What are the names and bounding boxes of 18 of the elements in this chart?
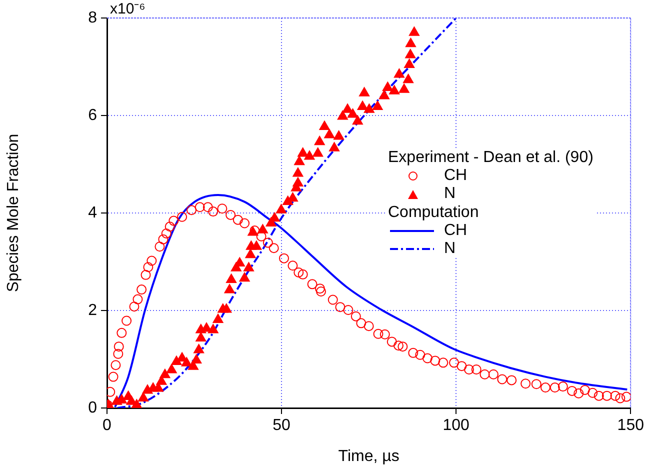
y-tick-label: 6 xyxy=(88,106,98,124)
y-tick-label: 8 xyxy=(88,9,98,26)
y-axis-title: Species Mole Fraction xyxy=(5,134,22,292)
legend-label: CH xyxy=(444,222,468,239)
y-tick-label: 0 xyxy=(88,399,98,416)
annotation: Computation xyxy=(388,203,480,222)
x-tick-label: 0 xyxy=(102,417,112,434)
x-tick-label: 100 xyxy=(442,417,470,434)
x-tick-label: 150 xyxy=(617,417,644,434)
legend-label: N xyxy=(444,185,456,202)
legend-title: Experiment - Dean et al. (90) xyxy=(388,148,594,167)
legend-label: N xyxy=(444,240,456,257)
y-tick-label: 2 xyxy=(88,302,98,319)
x-axis-title: Time, µs xyxy=(338,448,400,465)
x-tick-label: 50 xyxy=(272,417,291,434)
legend-label: CH xyxy=(444,167,468,184)
y-tick-label: 4 xyxy=(88,204,98,222)
text: x10⁻⁶ xyxy=(110,0,146,18)
